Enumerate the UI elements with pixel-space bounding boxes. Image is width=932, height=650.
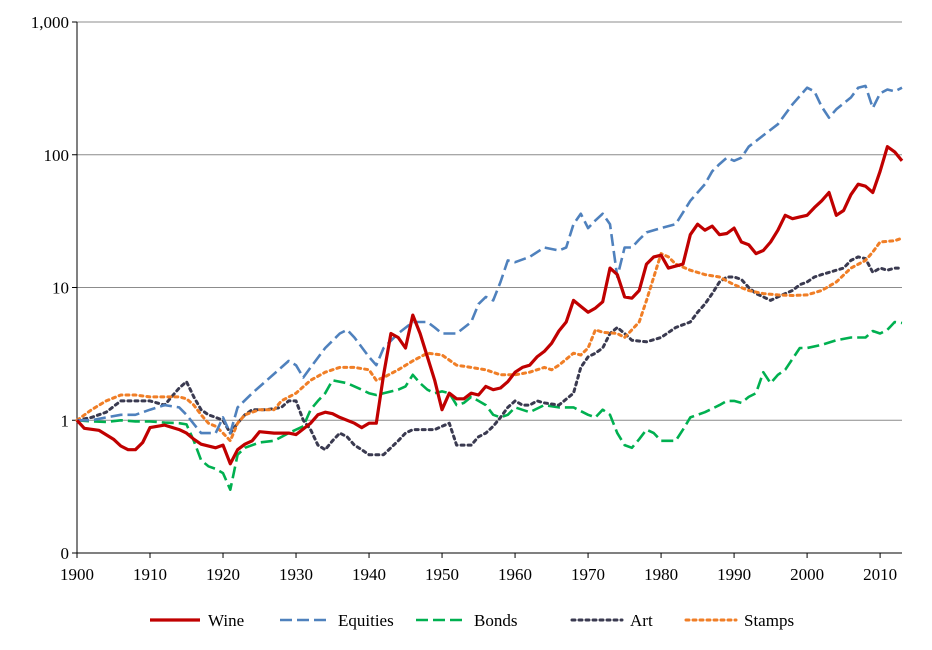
series-line-equities	[77, 84, 903, 435]
x-tick-label: 1980	[644, 565, 678, 584]
legend-label-bonds: Bonds	[474, 611, 517, 630]
legend-label-stamps: Stamps	[744, 611, 794, 630]
x-tick-label: 1970	[571, 565, 605, 584]
y-tick-labels: 0 1 10 100 1,000	[31, 13, 77, 563]
x-tick-label: 1960	[498, 565, 532, 584]
series-line-wine	[75, 145, 904, 466]
y-tick-label: 10	[52, 279, 69, 298]
gridlines	[77, 21, 902, 421]
x-tick-label: 2000	[790, 565, 824, 584]
x-tick-labels: 1900 1910 1920 1930 1940 1950 1960 1970 1980 1990…	[60, 553, 897, 584]
x-tick-label: 1930	[279, 565, 313, 584]
x-tick-label: 1920	[206, 565, 240, 584]
x-tick-label: 1990	[717, 565, 751, 584]
series-lines	[75, 84, 904, 491]
series-line-bonds	[76, 320, 903, 491]
y-tick-label: 1	[61, 411, 70, 430]
y-tick-label: 1,000	[31, 13, 69, 32]
y-tick-label: 0	[61, 544, 70, 563]
legend: Wine Equities Bonds Art Stamps	[150, 611, 794, 630]
x-tick-label: 1940	[352, 565, 386, 584]
x-tick-label: 1900	[60, 565, 94, 584]
series-line-art	[75, 255, 904, 457]
legend-label-equities: Equities	[338, 611, 394, 630]
x-tick-label: 2010	[863, 565, 897, 584]
x-tick-label: 1950	[425, 565, 459, 584]
series-line-stamps	[75, 236, 904, 443]
y-tick-label: 100	[44, 146, 70, 165]
legend-label-art: Art	[630, 611, 653, 630]
legend-label-wine: Wine	[208, 611, 244, 630]
x-tick-label: 1910	[133, 565, 167, 584]
